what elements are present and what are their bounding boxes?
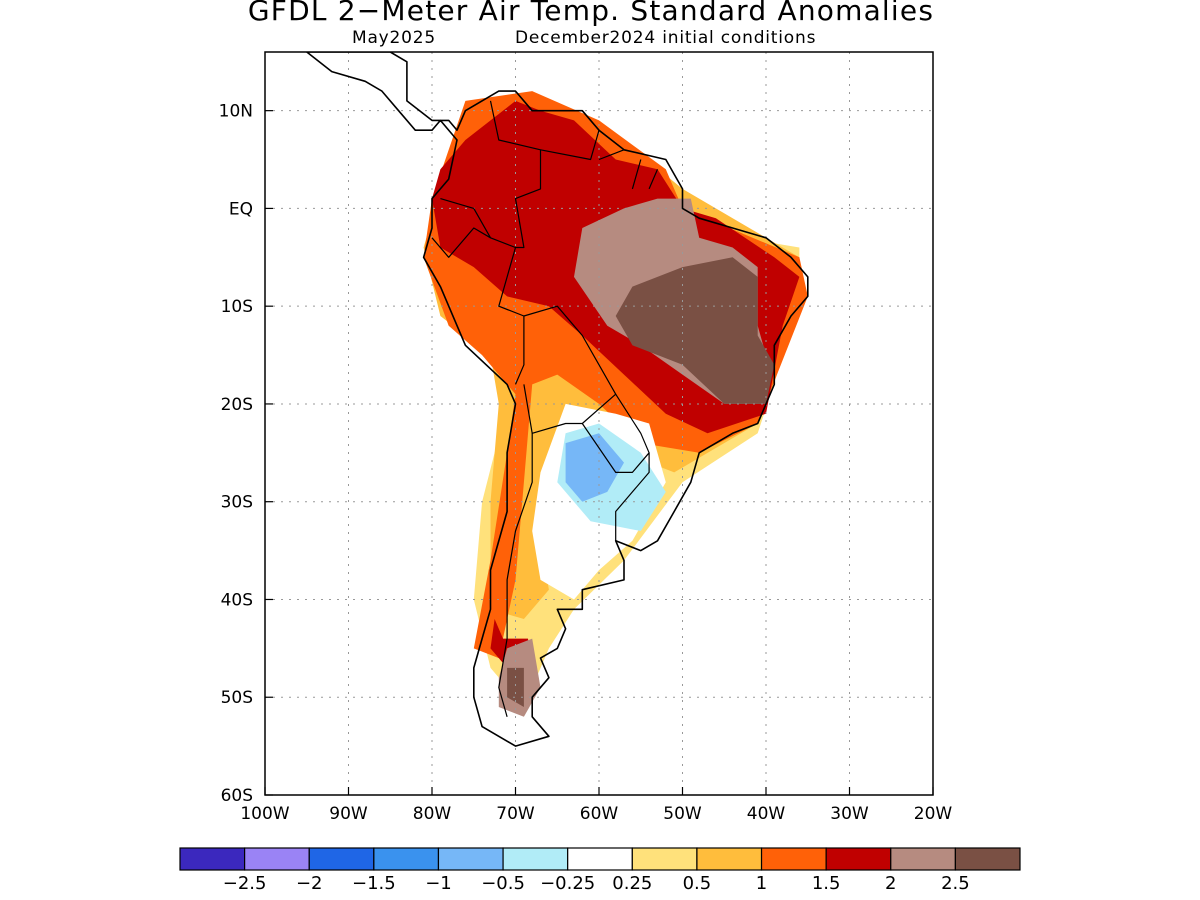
lon-tick-label: 80W (413, 804, 452, 824)
colorbar-label: −2.5 (223, 873, 267, 894)
border-line (648, 169, 659, 190)
colorbar-swatch (954, 847, 1021, 871)
colorbar-swatch (825, 847, 892, 871)
chart-title: GFDL 2−Meter Air Temp. Standard Anomalie… (247, 0, 935, 27)
coastline-path (305, 52, 809, 747)
lat-tick-label: 60S (221, 786, 253, 806)
border-line (440, 100, 542, 249)
colorbar-swatch (760, 847, 827, 871)
colorbar-label: 1 (756, 873, 767, 894)
border-line (615, 452, 650, 541)
colorbar-label: −1.5 (352, 873, 396, 894)
border-line (598, 149, 625, 161)
colorbar-label: −1 (425, 873, 452, 894)
colorbar-swatch (373, 847, 440, 871)
colorbar-swatch (179, 847, 246, 871)
colorbar-swatch (696, 847, 763, 871)
lat-tick-label: 10S (221, 297, 253, 317)
lat-tick-label: 50S (221, 688, 253, 708)
lat-tick-label: 10N (219, 102, 253, 122)
anomaly-region-11 (565, 433, 624, 502)
lat-tick-label: EQ (229, 199, 253, 219)
anomaly-region-8 (507, 667, 524, 707)
colorbar-swatch (437, 847, 504, 871)
lon-tick-label: 60W (580, 804, 619, 824)
lon-tick-label: 40W (747, 804, 786, 824)
coastline (305, 52, 809, 747)
lon-tick-label: 30W (830, 804, 869, 824)
colorbar-swatch (631, 847, 698, 871)
axis-ticks: 100W 90W 80W 70W 60W 50W 40W 30W 20W 10N EQ 10S 20S 3… (219, 102, 953, 824)
border-line (581, 393, 650, 473)
anomaly-fills (423, 91, 808, 717)
colorbar-swatch (567, 847, 633, 871)
forecast-month: May2025 (352, 28, 437, 48)
colorbar-label: 0.25 (612, 873, 652, 894)
lon-tick-label: 90W (329, 804, 368, 824)
border-line (540, 130, 600, 161)
lon-tick-label: 100W (240, 804, 289, 824)
border-line (498, 433, 533, 717)
border-line (631, 159, 642, 190)
colorbar-swatch (890, 847, 956, 871)
lat-tick-label: 40S (221, 590, 253, 610)
lon-tick-label: 20W (914, 804, 953, 824)
colorbar-label: 2.5 (941, 873, 970, 894)
colorbar-label: −2 (296, 873, 323, 894)
colorbar-label: 0.5 (683, 873, 712, 894)
lat-tick-label: 20S (221, 395, 253, 415)
lon-tick-label: 70W (496, 804, 535, 824)
colorbar-swatch (308, 847, 375, 871)
colorbar-label: 1.5 (812, 873, 841, 894)
lat-tick-label: 30S (221, 493, 253, 513)
lon-tick-label: 50W (663, 804, 702, 824)
country-borders (431, 100, 659, 717)
colorbar-swatch (244, 847, 310, 871)
colorbar-swatch (502, 847, 569, 871)
border-line (431, 227, 491, 258)
colorbar-label: 2 (885, 873, 896, 894)
colorbar-label: −0.25 (540, 873, 595, 894)
anomaly-region-7 (615, 257, 775, 404)
colorbar-label: −0.5 (481, 873, 525, 894)
initial-conditions-label: December2024 initial conditions (515, 28, 817, 48)
colorbar: −2.5 −2 −1.5 −1 −0.5 −0.25 0.25 0.5 1 1.5 2 2.5 (179, 847, 1021, 894)
